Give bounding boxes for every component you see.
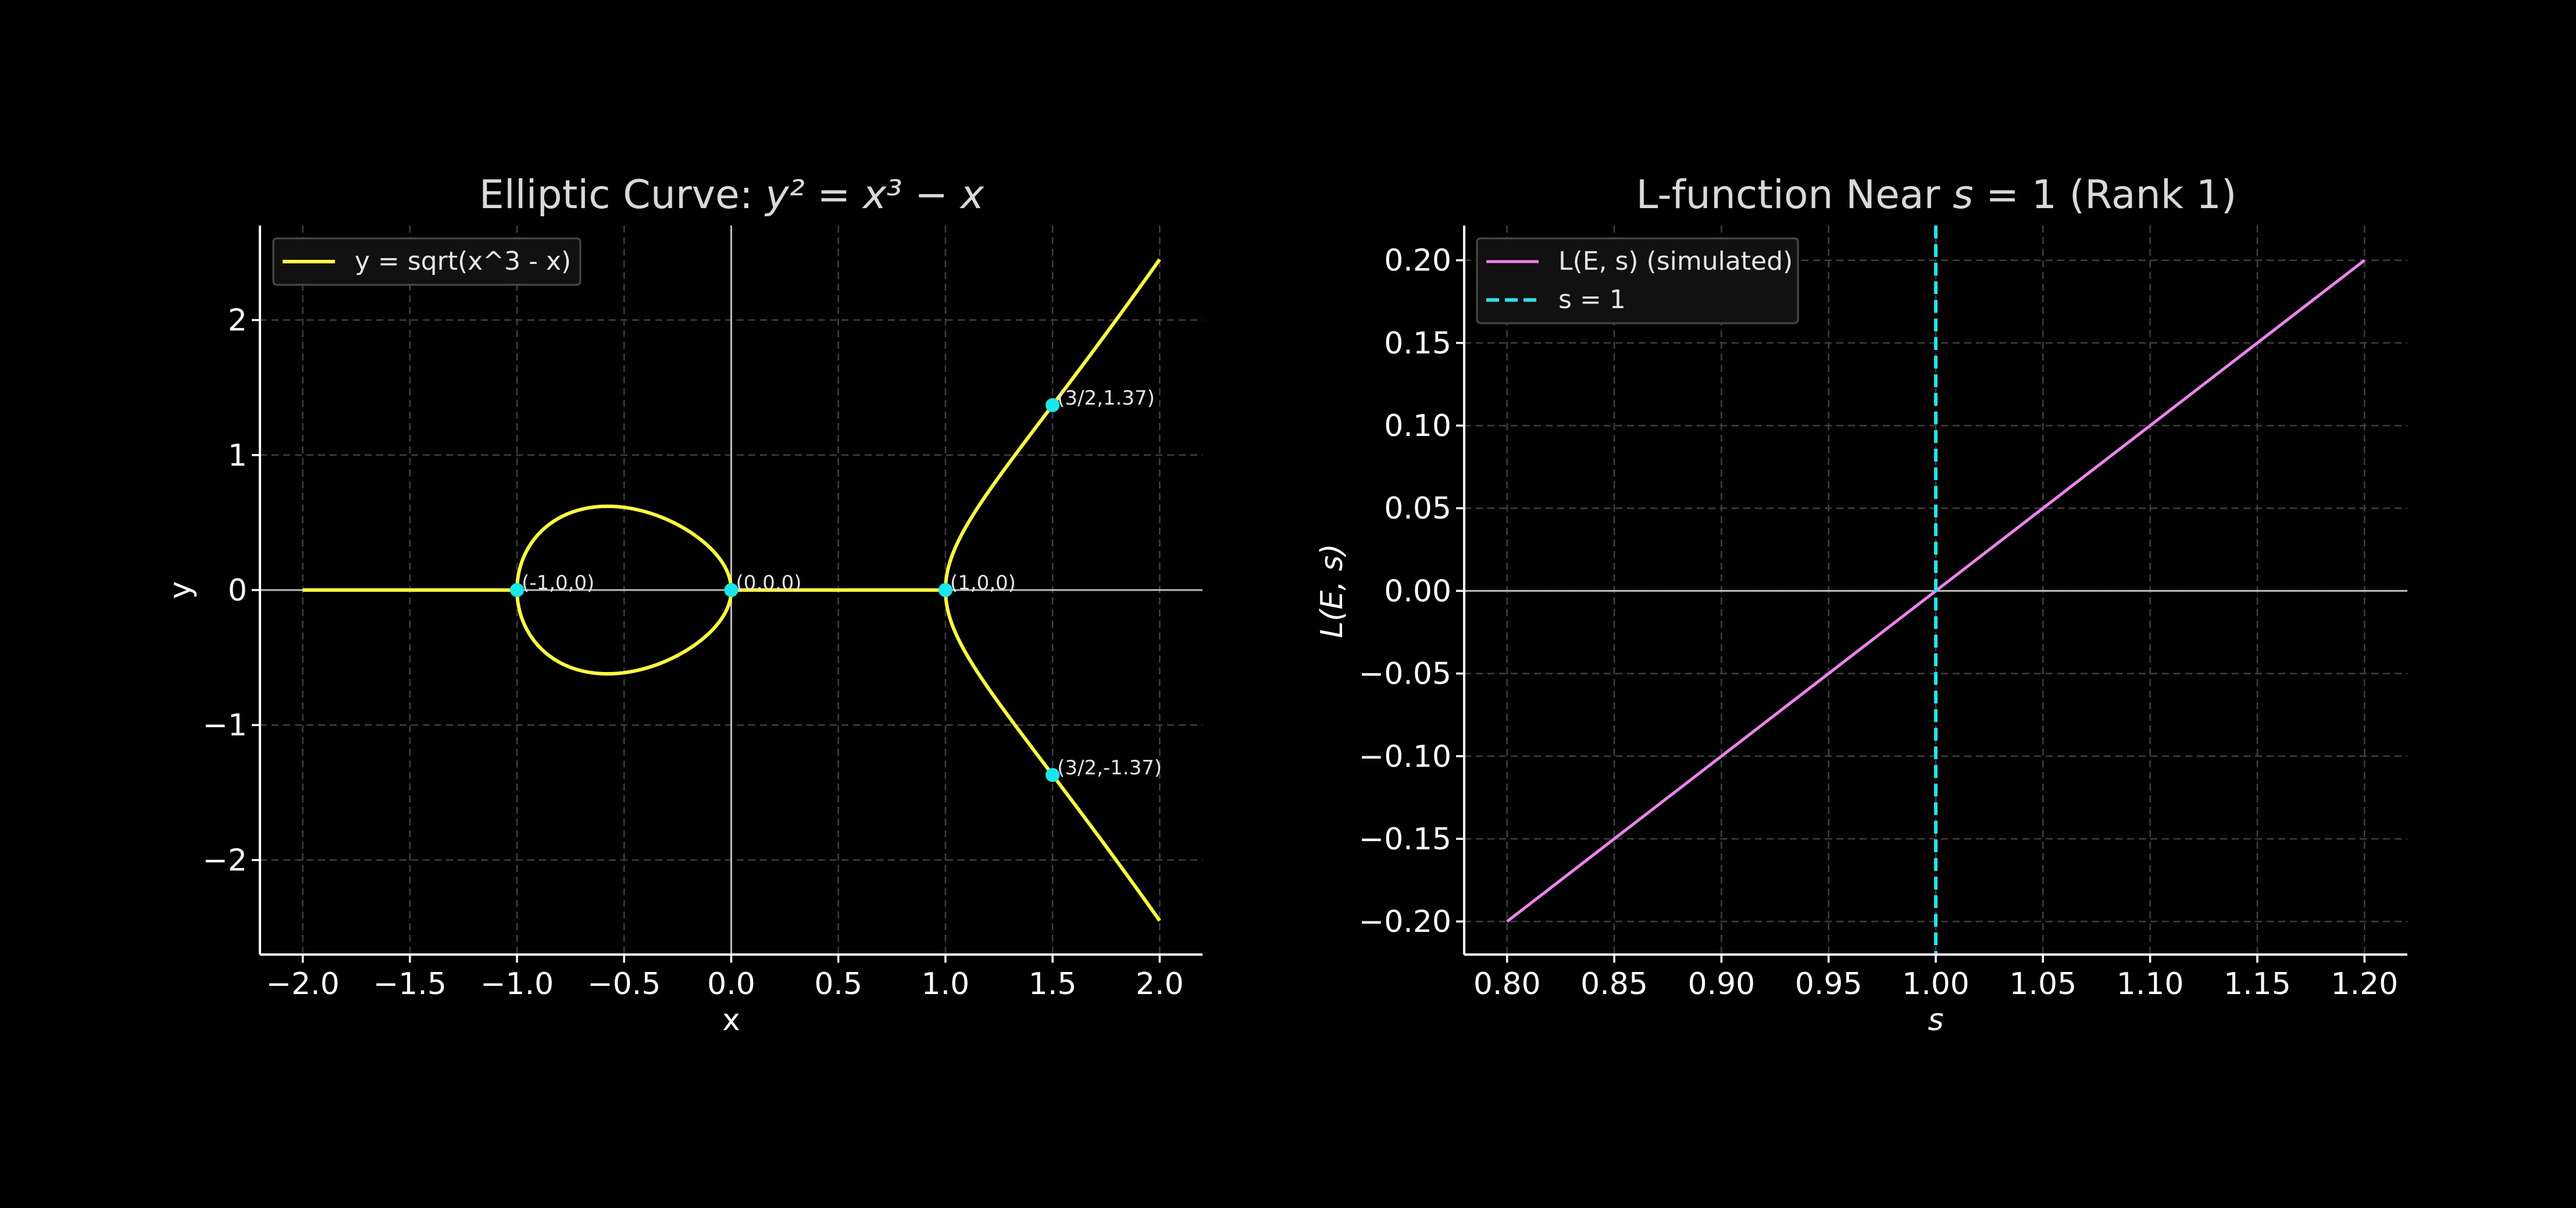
x-tick-label: 1.15	[2224, 967, 2291, 1002]
point-marker	[938, 583, 952, 597]
x-tick-label: 1.20	[2331, 967, 2398, 1002]
left-legend-box	[272, 237, 581, 286]
point-marker	[1046, 398, 1060, 412]
x-tick-label: −2.0	[266, 967, 340, 1002]
legend-label-curve: y = sqrt(x^3 - x)	[355, 246, 571, 276]
point-label: (0,0,0)	[736, 571, 802, 595]
right-legend-box	[1476, 237, 1799, 324]
right-y-ticks: −0.20 −0.15 −0.10 −0.05 0.00 0.05 0.10 0.15 0.20	[1359, 244, 1464, 939]
y-tick-label: 0.20	[1384, 244, 1451, 278]
right-x-axis-label: s	[1928, 1003, 1943, 1038]
left-x-ticks: −2.0 −1.5 −1.0 −0.5 0.0 0.5 1.0 1.5 2.0	[266, 955, 1184, 1002]
x-tick-label: −1.5	[373, 967, 447, 1002]
x-tick-label: 1.0	[922, 967, 970, 1002]
y-tick-label: −0.10	[1359, 739, 1451, 774]
point-label: (1,0,0)	[950, 571, 1016, 595]
point-marker	[1046, 768, 1060, 782]
x-tick-label: 1.00	[1902, 967, 1970, 1002]
right-x-ticks: 0.80 0.85 0.90 0.95 1.00 1.05 1.10 1.15 1.20	[1473, 955, 2398, 1002]
point-label: (3/2,-1.37)	[1057, 756, 1162, 780]
y-tick-label: 0.10	[1384, 409, 1451, 444]
legend-label-lfunction: L(E, s) (simulated)	[1558, 246, 1793, 276]
x-tick-label: 0.80	[1473, 967, 1541, 1002]
y-tick-label: −2	[202, 843, 247, 878]
rational-points: (-1,0,0) (0,0,0) (1,0,0) (3/2,1.37) (3/2,-1.…	[510, 387, 1162, 782]
x-tick-label: 2.0	[1136, 967, 1184, 1002]
right-y-axis-label: L(E, s)	[1315, 544, 1350, 638]
left-y-axis-label: y	[163, 581, 198, 599]
x-tick-label: −1.0	[480, 967, 554, 1002]
y-tick-label: −0.20	[1359, 905, 1451, 939]
x-tick-label: −0.5	[587, 967, 661, 1002]
right-chart-title: L-function Near s = 1 (Rank 1)	[1636, 172, 2237, 218]
left-x-axis-label: x	[722, 1003, 740, 1038]
x-tick-label: 1.5	[1029, 967, 1077, 1002]
x-tick-label: 0.95	[1795, 967, 1863, 1002]
y-tick-label: −0.15	[1359, 822, 1451, 857]
x-tick-label: 0.0	[707, 967, 755, 1002]
point-label: (3/2,1.37)	[1057, 387, 1155, 410]
x-tick-label: 1.05	[2009, 967, 2077, 1002]
y-tick-label: 2	[228, 303, 247, 338]
y-tick-label: 0.15	[1384, 326, 1451, 361]
left-y-ticks: −2 −1 0 1 2	[202, 303, 260, 878]
y-tick-label: −0.05	[1359, 657, 1451, 692]
point-marker	[724, 583, 738, 597]
elliptic-curve-chart: Elliptic Curve: y² = x³ − x (-1,0,0) (0,0…	[163, 172, 1203, 1038]
point-label: (-1,0,0)	[522, 571, 594, 595]
x-tick-label: 0.5	[814, 967, 862, 1002]
x-tick-label: 0.90	[1687, 967, 1755, 1002]
y-tick-label: −1	[202, 708, 247, 743]
y-tick-label: 1	[228, 438, 247, 473]
x-tick-label: 0.85	[1580, 967, 1648, 1002]
point-marker	[510, 583, 525, 597]
y-tick-label: 0.00	[1384, 574, 1451, 609]
left-legend: y = sqrt(x^3 - x)	[272, 237, 581, 286]
right-legend: L(E, s) (simulated) s = 1	[1476, 237, 1799, 324]
legend-label-s1: s = 1	[1558, 285, 1626, 314]
y-tick-label: 0	[228, 573, 247, 608]
l-function-chart: L-function Near s = 1 (Rank 1) 0.80 0.85 0…	[1315, 172, 2407, 1038]
y-tick-label: 0.05	[1384, 491, 1451, 526]
left-chart-title: Elliptic Curve: y² = x³ − x	[479, 172, 984, 218]
x-tick-label: 1.10	[2117, 967, 2184, 1002]
